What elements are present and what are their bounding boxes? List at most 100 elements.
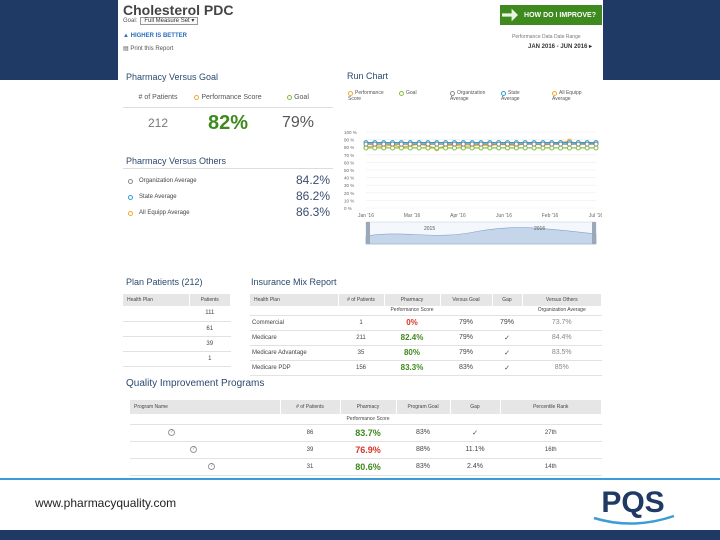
pharmacy-cell: 80%	[384, 345, 440, 361]
insurance-mix-table: Health Plan # of Patients Pharmacy Versu…	[250, 294, 602, 376]
program-goal-cell: 88%	[396, 441, 450, 459]
table-row: ? 39 76.9% 88% 11.1% 16th	[130, 441, 602, 459]
patients-cell: 61	[189, 321, 231, 337]
series-point	[425, 141, 431, 147]
col-patients[interactable]: Patients	[189, 294, 231, 306]
legend-performance[interactable]: Performance Score	[346, 90, 397, 108]
col-health-plan[interactable]: Health Plan	[123, 294, 190, 306]
footer-url[interactable]: www.pharmacyquality.com	[35, 496, 177, 510]
legend-label: Organization	[457, 90, 486, 96]
col-gap[interactable]: Gap	[492, 294, 523, 306]
gap-cell: ✓	[450, 424, 500, 442]
patients-cell: 1	[189, 351, 231, 367]
series-point	[416, 141, 422, 147]
org-dot-icon	[128, 178, 133, 184]
run-chart-legend: Performance Score Goal Organization Averag…	[346, 90, 601, 108]
navigator-area	[365, 227, 597, 245]
date-range-select[interactable]: JAN 2016 - JUN 2016 ▸	[528, 44, 593, 50]
sub-performance-score: Performance Score	[384, 306, 440, 316]
how-do-i-improve-button[interactable]: HOW DO I IMPROVE?	[500, 5, 602, 25]
navigator-label: 2016	[534, 226, 545, 232]
org-average-label: Organization Average	[139, 178, 197, 184]
legend-goal[interactable]: Goal	[397, 90, 448, 108]
col-health-plan[interactable]: Health Plan	[250, 294, 339, 306]
series-point	[363, 141, 369, 147]
patients-cell: 35	[338, 345, 384, 361]
col-gap[interactable]: Gap	[450, 400, 501, 414]
versus-goal-cell: 79%	[440, 315, 492, 331]
y-tick-label: 40 %	[344, 176, 354, 181]
insurance-mix-title: Insurance Mix Report	[251, 277, 337, 287]
state-dot-icon	[128, 194, 133, 200]
col-patients[interactable]: # of Patients	[338, 294, 385, 306]
series-point	[478, 141, 484, 147]
patients-value: 212	[147, 116, 169, 130]
org-average-value: 84.2%	[296, 173, 331, 187]
table-row: ? 31 80.6% 83% 2.4% 14th	[130, 458, 602, 476]
legend-organization[interactable]: Organization Average	[448, 90, 499, 108]
series-point	[496, 141, 502, 147]
gap-cell: ✓	[492, 360, 522, 376]
higher-is-better: ▲ HIGHER IS BETTER	[123, 33, 187, 39]
arrow-up-icon: ▲	[123, 33, 129, 39]
col-patients-label: # of Patients	[138, 94, 178, 101]
table-row: 39	[123, 336, 231, 352]
run-chart[interactable]: 100 % 90 % 80 % 70 % 60 % 50 % 40 % 30 % 20 % 10 …	[344, 126, 602, 258]
gap-cell: ✓	[492, 345, 522, 361]
goal-label: Goal:	[123, 18, 138, 24]
col-program-name[interactable]: Program Name	[130, 400, 281, 414]
pharmacy-cell: 82.4%	[384, 330, 440, 346]
col-pharmacy[interactable]: Pharmacy	[340, 400, 397, 414]
versus-goal-cell: 83%	[440, 360, 492, 376]
print-link[interactable]: ▤ Print this Report	[123, 45, 173, 52]
program-name-cell: ?	[130, 458, 280, 476]
col-versus-others[interactable]: Versus Others	[522, 294, 602, 306]
col-percentile-rank[interactable]: Percentile Rank	[500, 400, 602, 414]
series-point	[566, 141, 572, 147]
series-point	[390, 141, 396, 147]
gap-cell: 11.1%	[450, 441, 500, 459]
table-row: Medicare Advantage 35 80% 79% ✓ 83.5%	[250, 345, 602, 361]
series-point	[443, 141, 449, 147]
series-point	[549, 141, 555, 147]
table-row: Medicare PDP 156 83.3% 83% ✓ 85%	[250, 360, 602, 376]
legend-dot-icon	[552, 90, 557, 96]
legend-label: State	[508, 90, 520, 96]
legend-state[interactable]: State Average	[499, 90, 550, 108]
equipp-dot-icon	[128, 210, 133, 216]
col-patients[interactable]: # of Patients	[280, 400, 341, 414]
printer-icon: ▤	[123, 46, 129, 52]
series-point	[451, 141, 457, 147]
goal-value: 79%	[281, 114, 315, 131]
legend-all-equipp[interactable]: All Equipp Average	[550, 90, 601, 108]
pharmacy-vs-goal-title: Pharmacy Versus Goal	[126, 72, 219, 82]
left-banner	[0, 0, 118, 80]
col-performance-label: Performance Score	[201, 94, 262, 101]
legend-label-2: Average	[450, 96, 469, 102]
y-tick-label: 10 %	[344, 198, 354, 203]
help-icon[interactable]: ?	[208, 463, 215, 470]
sub-performance-score: Performance Score	[340, 414, 396, 425]
pharmacy-cell: 83.3%	[384, 360, 440, 376]
table-row: 1	[123, 351, 231, 367]
all-equipp-average-value: 86.3%	[296, 205, 331, 219]
legend-label-2: Average	[501, 96, 520, 102]
print-link-text: Print this Report	[130, 46, 174, 52]
help-icon[interactable]: ?	[168, 429, 175, 436]
legend-label: All Equipp	[559, 90, 582, 96]
performance-dot-icon	[194, 95, 200, 100]
col-versus-goal[interactable]: Versus Goal	[440, 294, 493, 306]
qip-title: Quality Improvement Programs	[126, 378, 265, 389]
pharmacy-cell: 80.6%	[340, 458, 396, 476]
col-pharmacy[interactable]: Pharmacy	[384, 294, 441, 306]
series-point	[531, 141, 537, 147]
col-program-goal[interactable]: Program Goal	[396, 400, 451, 414]
x-tick-label: Jul '16	[589, 213, 602, 219]
goal-select[interactable]: Full Measure Set ▾	[140, 17, 199, 25]
all-equipp-average-row: All Equipp Average	[128, 210, 190, 216]
help-icon[interactable]: ?	[190, 446, 197, 453]
patients-cell: 39	[280, 441, 340, 459]
program-goal-cell: 83%	[396, 458, 450, 476]
versus-others-cell: 83.5%	[522, 345, 602, 361]
footer-accent-line	[0, 478, 720, 480]
